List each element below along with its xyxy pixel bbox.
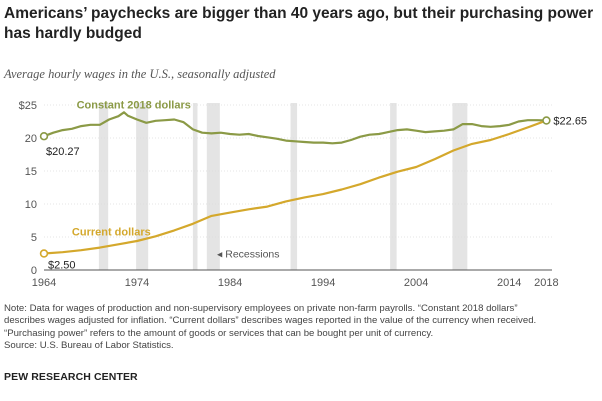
recession-band — [136, 103, 149, 270]
chart-note: Note: Data for wages of production and n… — [4, 303, 600, 353]
note-line: describes wages adjusted for inflation. … — [4, 315, 537, 327]
recession-band — [390, 103, 397, 270]
chart-title: Americans’ paychecks are bigger than 40 … — [4, 5, 594, 42]
y-tick-label: 20 — [25, 133, 37, 145]
y-tick-label: 15 — [25, 166, 37, 178]
x-tick-label: 1984 — [218, 277, 242, 289]
publisher-footer: PEW RESEARCH CENTER — [4, 371, 138, 383]
note-line: Note: Data for wages of production and n… — [4, 303, 518, 314]
series-end-point — [542, 116, 551, 125]
recession-band — [452, 103, 468, 270]
x-tick-label: 1964 — [32, 277, 56, 289]
recession-band — [192, 103, 198, 270]
x-tick-label: 2004 — [404, 277, 428, 289]
x-tick-label: 2014 — [497, 277, 521, 289]
y-tick-label: 0 — [31, 265, 37, 277]
wages-line-chart: 0 5 10 15 20 $25 1964 1974 1984 1994 2004 2014 2018 ◂… — [19, 100, 587, 289]
constant-dollars-line — [43, 111, 547, 145]
source-line: Source: U.S. Bureau of Labor Statistics. — [4, 340, 174, 352]
end-value-label: $22.65 — [553, 116, 587, 128]
series-label-constant: Constant 2018 dollars — [77, 100, 191, 112]
y-tick-label: 10 — [25, 199, 37, 211]
start-value-label-current: $2.50 — [48, 260, 76, 272]
series-start-point — [39, 132, 49, 141]
note-line: “Purchasing power” refers to the amount … — [4, 327, 434, 339]
x-tick-label: 2018 — [534, 277, 558, 289]
current-dollars-line — [43, 119, 547, 255]
y-tick-label: $25 — [19, 100, 37, 112]
recession-band — [290, 103, 298, 270]
series-start-point — [39, 249, 49, 258]
chart-subtitle: Average hourly wages in the U.S., season… — [4, 67, 276, 81]
x-tick-label: 1974 — [125, 277, 149, 289]
series-label-current: Current dollars — [72, 227, 151, 239]
x-tick-label: 1994 — [311, 277, 335, 289]
recessions-label: ◂ Recessions — [217, 249, 279, 261]
recession-band — [98, 103, 109, 270]
recession-band — [206, 103, 220, 270]
y-tick-label: 5 — [31, 232, 37, 244]
start-value-label-constant: $20.27 — [46, 146, 80, 158]
